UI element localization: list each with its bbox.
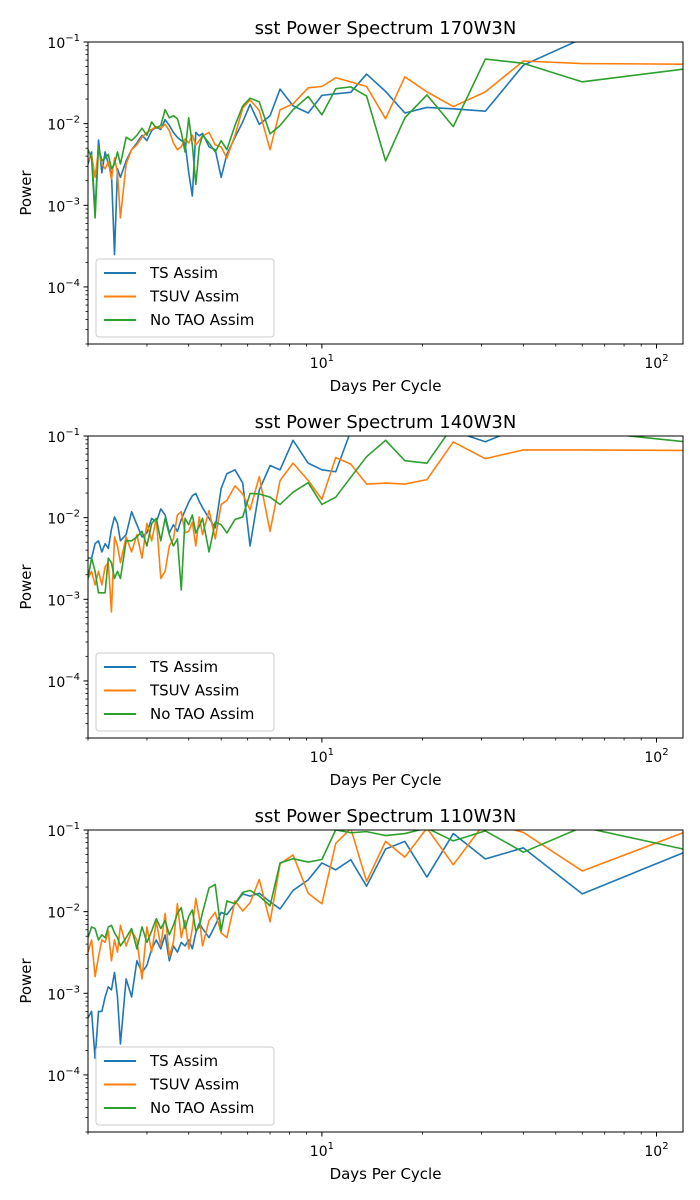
plot-frame: [87, 829, 684, 1133]
legend-label: TSUV Assim: [149, 682, 239, 700]
legend-label: No TAO Assim: [150, 311, 254, 329]
legend-label: TS Assim: [149, 1052, 218, 1070]
chart-title: sst Power Spectrum 170W3N: [255, 18, 517, 39]
legend: TS Assim TSUV Assim No TAO Assim: [95, 652, 275, 732]
y-tick-label: 10−2: [47, 115, 80, 134]
chart-panel-1: sst Power Spectrum 170W3N 101 102 10−4 10−3 1…: [17, 18, 684, 395]
legend-label: No TAO Assim: [150, 705, 254, 723]
x-axis-label: Days Per Cycle: [330, 1165, 442, 1183]
series-line-1: [88, 832, 683, 1060]
x-axis-label: Days Per Cycle: [330, 771, 442, 789]
y-tick-label: 10−2: [47, 509, 80, 528]
y-tick-label: 10−4: [47, 278, 80, 297]
x-tick-label: 102: [644, 353, 668, 372]
legend-label: No TAO Assim: [150, 1099, 254, 1117]
plot-frame: [87, 435, 684, 739]
legend-box: [95, 258, 275, 338]
chart-panel-3: sst Power Spectrum 110W3N 101 102 10−4 10−3 1…: [17, 806, 684, 1183]
chart-panel-2: sst Power Spectrum 140W3N 101 102 10−4 10−3 1…: [17, 412, 684, 789]
x-tick-label: 101: [310, 353, 334, 372]
legend-label: TSUV Assim: [149, 1076, 239, 1094]
x-axis-label: Days Per Cycle: [330, 377, 442, 395]
series-line-2: [88, 441, 683, 613]
chart-title: sst Power Spectrum 140W3N: [255, 412, 517, 433]
y-tick-label: 10−1: [47, 821, 80, 840]
legend-label: TSUV Assim: [149, 288, 239, 306]
series-line-1: [88, 436, 502, 559]
series-line-2: [88, 830, 683, 980]
y-tick-label: 10−4: [47, 1066, 80, 1085]
y-tick-label: 10−3: [47, 590, 80, 609]
series-line-2: [88, 60, 683, 219]
legend-label: TS Assim: [149, 658, 218, 676]
y-tick-label: 10−3: [47, 196, 80, 215]
plot-lines: [88, 42, 683, 256]
series-line-3: [88, 830, 683, 950]
plot-lines: [88, 830, 683, 1060]
series-line-3: [88, 58, 683, 219]
y-tick-label: 10−1: [47, 33, 80, 52]
x-tick-label: 102: [644, 747, 668, 766]
x-tick-label: 101: [310, 747, 334, 766]
series-line-1: [88, 42, 577, 256]
y-axis-label: Power: [17, 957, 35, 1003]
y-axis-label: Power: [17, 169, 35, 215]
chart-title: sst Power Spectrum 110W3N: [255, 806, 517, 827]
y-tick-label: 10−1: [47, 427, 80, 446]
x-tick-label: 102: [644, 1141, 668, 1160]
x-tick-label: 101: [310, 1141, 334, 1160]
y-tick-label: 10−3: [47, 984, 80, 1003]
plot-lines: [88, 436, 683, 613]
legend-box: [95, 652, 275, 732]
series-line-3: [88, 436, 683, 594]
legend-box: [95, 1046, 275, 1126]
plot-frame: [87, 41, 684, 345]
y-tick-label: 10−2: [47, 903, 80, 922]
legend-label: TS Assim: [149, 264, 218, 282]
y-tick-label: 10−4: [47, 672, 80, 691]
legend: TS Assim TSUV Assim No TAO Assim: [95, 258, 275, 338]
legend: TS Assim TSUV Assim No TAO Assim: [95, 1046, 275, 1126]
y-axis-label: Power: [17, 563, 35, 609]
